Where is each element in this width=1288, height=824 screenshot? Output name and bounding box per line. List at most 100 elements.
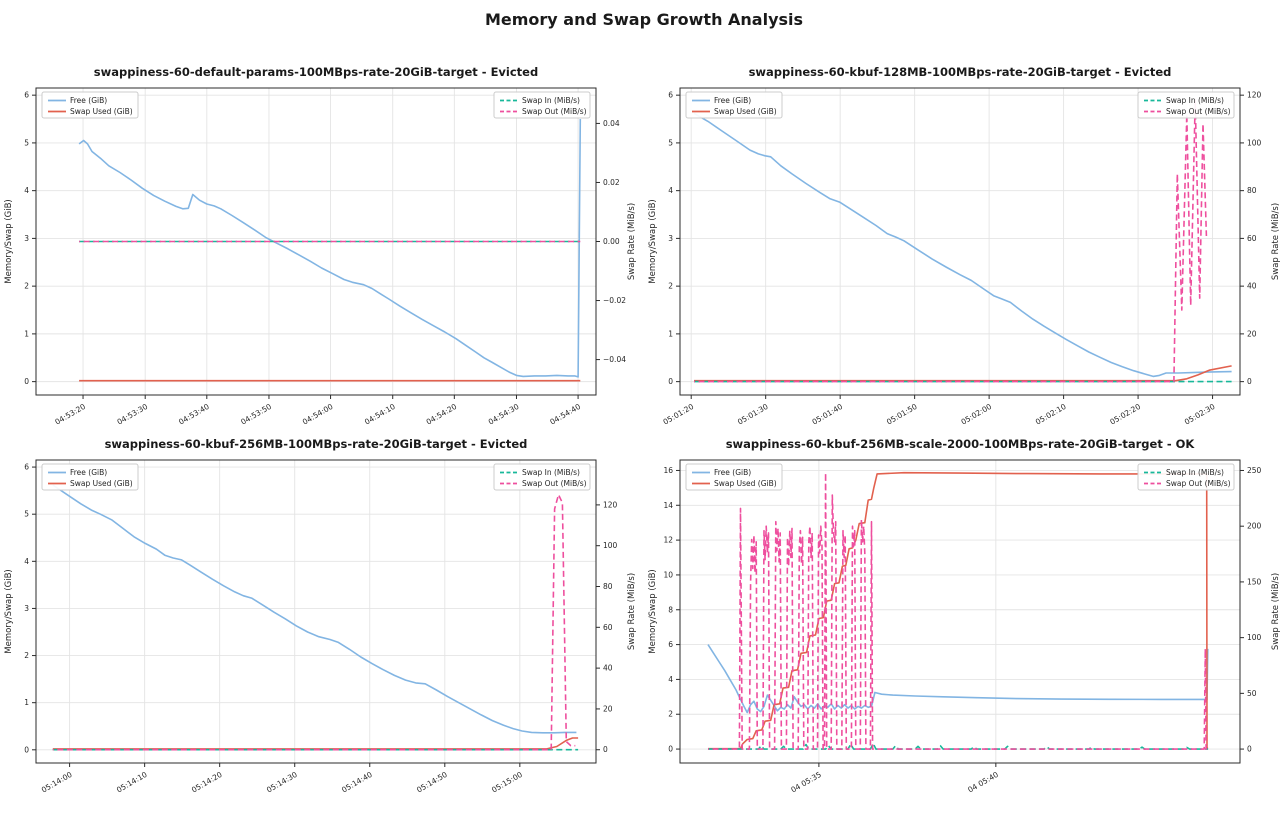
- swap-out-line: [708, 471, 1209, 750]
- free-line: [707, 644, 1209, 714]
- chart-bottom-left: 05:14:00 05:14:10 05:14:20 05:14:30 05:14:40…: [0, 437, 644, 824]
- legend-label: Swap Out (MiB/s): [522, 479, 587, 488]
- left-tick-label: 1: [668, 329, 673, 338]
- left-tick-label: 14: [663, 501, 673, 510]
- axes-spines: [35, 459, 597, 764]
- legend-label: Swap In (MiB/s): [1166, 96, 1224, 105]
- legend-label: Swap Out (MiB/s): [1166, 479, 1231, 488]
- right-tick-label: 0.02: [603, 178, 620, 187]
- right-tick-label: 0.00: [603, 237, 620, 246]
- axis-ticks: 04 05:35 04 05:40 0 2 4 6 8 10 12 14 16 0 50 100 150 20…: [663, 466, 1261, 795]
- right-tick-label: 20: [603, 704, 613, 713]
- x-tick-label: 04:54:10: [363, 402, 397, 427]
- right-tick-label: 80: [603, 582, 613, 591]
- x-tick-label: 04:53:20: [53, 402, 87, 427]
- right-tick-label: 100: [1247, 633, 1262, 642]
- x-tick-label: 05:14:40: [340, 770, 374, 795]
- legend-label: Swap Used (GiB): [714, 479, 777, 488]
- x-tick-label: 05:01:40: [810, 402, 844, 427]
- left-tick-label: 5: [24, 510, 29, 519]
- legend-label: Swap In (MiB/s): [1166, 468, 1224, 477]
- right-tick-label: 0: [1247, 745, 1252, 754]
- left-tick-label: 6: [24, 463, 29, 472]
- left-tick-label: 10: [663, 570, 673, 579]
- x-tick-label: 04:54:00: [301, 402, 335, 427]
- axis-ticks: 05:14:00 05:14:10 05:14:20 05:14:30 05:14:40…: [24, 463, 617, 795]
- right-axis-label: Swap Rate (MiB/s): [1271, 573, 1281, 650]
- right-tick-label: 40: [1247, 282, 1257, 291]
- subplot-svg: 05:14:00 05:14:10 05:14:20 05:14:30 05:14:40…: [4, 437, 637, 795]
- chart-top-right: 05:01:20 05:01:30 05:01:40 05:01:50 05:02:00…: [644, 58, 1288, 440]
- x-tick-label: 05:14:10: [115, 770, 149, 795]
- free-line: [52, 484, 577, 734]
- right-tick-label: −0.02: [603, 296, 626, 305]
- left-tick-label: 4: [24, 557, 29, 566]
- x-tick-label: 04:54:30: [487, 402, 521, 427]
- right-tick-label: −0.04: [603, 355, 626, 364]
- right-tick-label: 0: [1247, 377, 1252, 386]
- x-tick-label: 05:02:10: [1034, 402, 1068, 427]
- right-axis-label: Swap Rate (MiB/s): [627, 573, 637, 650]
- legend-swap-rate: Swap In (MiB/s) Swap Out (MiB/s): [493, 463, 591, 491]
- legend-label: Swap Out (MiB/s): [1166, 107, 1231, 116]
- gridlines: [680, 88, 1240, 395]
- x-tick-label: 05:02:20: [1108, 402, 1142, 427]
- right-tick-label: 120: [1247, 91, 1262, 100]
- x-tick-label: 04:54:40: [548, 402, 582, 427]
- gridlines: [36, 460, 596, 763]
- chart-bottom-right: 04 05:35 04 05:40 0 2 4 6 8 10 12 14 16 0 50 100 150 20…: [644, 437, 1288, 824]
- legend-swap-rate: Swap In (MiB/s) Swap Out (MiB/s): [1137, 463, 1235, 491]
- left-tick-label: 6: [668, 91, 673, 100]
- left-axis-label: Memory/Swap (GiB): [4, 569, 14, 654]
- x-tick-label: 04 05:35: [789, 770, 823, 795]
- figure-title: Memory and Swap Growth Analysis: [484, 10, 804, 29]
- axes-spines: [679, 459, 1241, 764]
- legend-label: Swap Used (GiB): [70, 479, 133, 488]
- left-tick-label: 3: [668, 234, 673, 243]
- left-tick-label: 2: [24, 651, 29, 660]
- swap-used-line: [708, 471, 1209, 750]
- x-tick-label: 05:01:50: [885, 402, 919, 427]
- legend-label: Free (GiB): [714, 468, 751, 477]
- right-tick-label: 100: [603, 541, 618, 550]
- left-tick-label: 0: [24, 377, 29, 386]
- free-line: [78, 118, 582, 378]
- subplot-svg: 04:53:20 04:53:30 04:53:40 04:53:50 04:54:00…: [4, 65, 637, 427]
- free-line: [693, 112, 1232, 378]
- left-tick-label: 2: [24, 282, 29, 291]
- right-tick-label: 250: [1247, 466, 1262, 475]
- left-tick-label: 3: [24, 234, 29, 243]
- left-tick-label: 8: [668, 605, 673, 614]
- x-tick-label: 05:01:20: [662, 402, 696, 427]
- right-axis-label: Swap Rate (MiB/s): [1271, 203, 1281, 280]
- x-tick-label: 05:14:30: [265, 770, 299, 795]
- left-tick-label: 2: [668, 710, 673, 719]
- x-tick-label: 05:02:30: [1183, 402, 1217, 427]
- legend-memory: Free (GiB) Swap Used (GiB): [685, 91, 783, 119]
- x-tick-label: 05:15:00: [490, 770, 524, 795]
- subplot-svg: 04 05:35 04 05:40 0 2 4 6 8 10 12 14 16 0 50 100 150 20…: [648, 437, 1281, 795]
- legend-memory: Free (GiB) Swap Used (GiB): [685, 463, 783, 491]
- x-tick-label: 04:53:40: [177, 402, 211, 427]
- right-tick-label: 150: [1247, 577, 1262, 586]
- swap-used-line: [694, 365, 1232, 382]
- subplot-title: swappiness-60-default-params-100MBps-rat…: [94, 65, 538, 79]
- left-tick-label: 6: [24, 91, 29, 100]
- legend-memory: Free (GiB) Swap Used (GiB): [41, 463, 139, 491]
- subplot-title: swappiness-60-kbuf-256MB-100MBps-rate-20…: [105, 438, 528, 451]
- right-tick-label: 80: [1247, 186, 1257, 195]
- subplot-svg: 05:01:20 05:01:30 05:01:40 05:01:50 05:02:00…: [648, 65, 1281, 427]
- legend-swap-rate: Swap In (MiB/s) Swap Out (MiB/s): [1137, 91, 1235, 119]
- plot-area: [52, 484, 579, 751]
- x-tick-label: 05:02:00: [959, 402, 993, 427]
- right-axis-label: Swap Rate (MiB/s): [627, 203, 637, 280]
- left-tick-label: 3: [24, 604, 29, 613]
- right-tick-label: 0.04: [603, 119, 620, 128]
- left-tick-label: 1: [24, 698, 29, 707]
- legend-label: Swap Used (GiB): [714, 107, 777, 116]
- swap-out-line: [694, 99, 1208, 383]
- left-tick-label: 6: [668, 640, 673, 649]
- legend-label: Free (GiB): [714, 96, 751, 105]
- right-tick-label: 200: [1247, 522, 1262, 531]
- right-tick-label: 0: [603, 745, 608, 754]
